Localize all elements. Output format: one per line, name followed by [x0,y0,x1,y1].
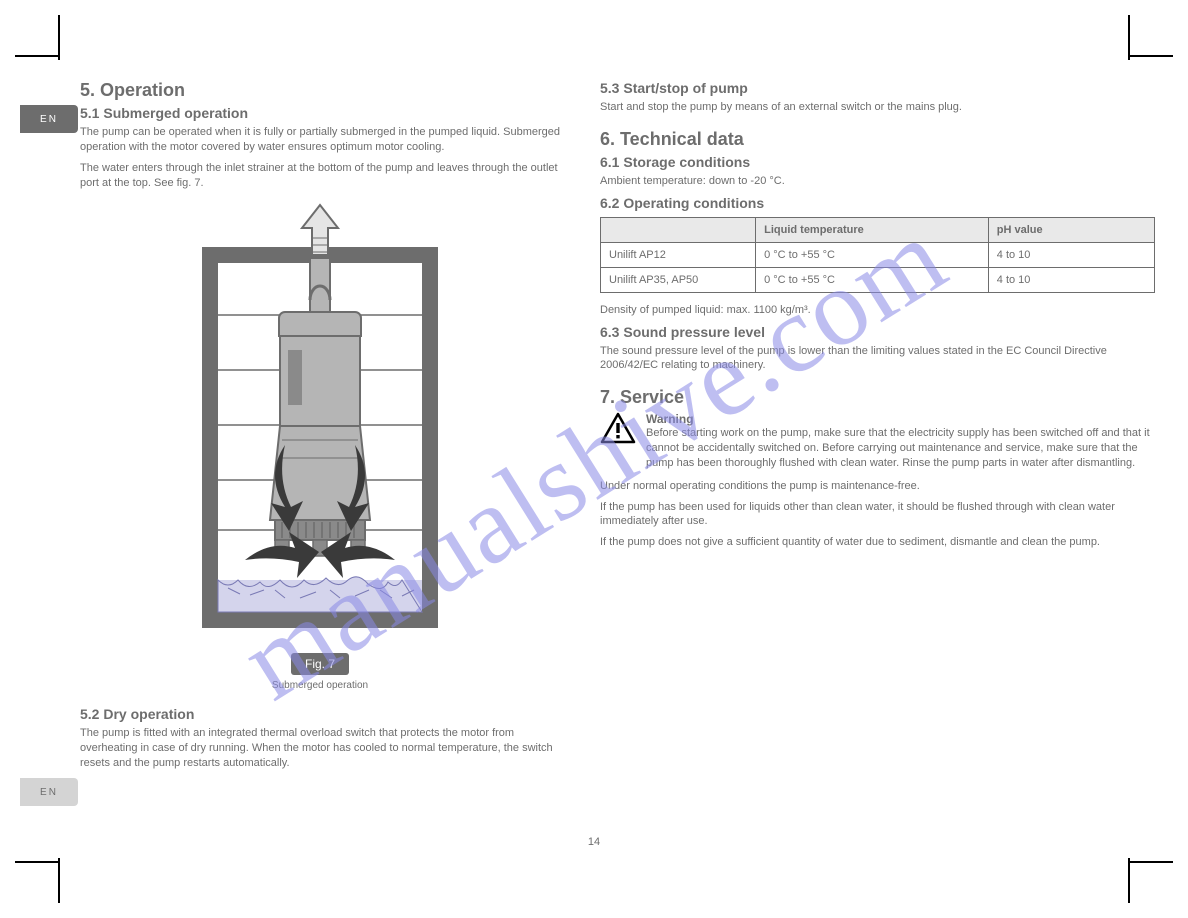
crop-mark [1128,858,1130,903]
heading-operation: 5. Operation [80,80,560,101]
heading-techdata: 6. Technical data [600,129,1155,150]
heading-startstop: 5.3 Start/stop of pump [600,80,1155,96]
crop-mark [58,858,60,903]
crop-mark [15,861,60,863]
warning-block: Warning Before starting work on the pump… [600,412,1155,471]
th-liquid-temp: Liquid temperature [756,217,989,242]
cell-ph: 4 to 10 [988,242,1154,267]
crop-mark [15,55,60,57]
warning-title: Warning [646,412,1155,426]
heading-submerged: 5.1 Submerged operation [80,105,560,121]
th-ph: pH value [988,217,1154,242]
figure-submerged: Fig. 7 Submerged operation [80,200,560,692]
text-submerged-1: The pump can be operated when it is full… [80,125,560,155]
crop-mark [1128,861,1173,863]
text-startstop: Start and stop the pump by means of an e… [600,100,1155,115]
text-service-3: If the pump does not give a sufficient q… [600,535,1155,550]
heading-dry: 5.2 Dry operation [80,706,560,722]
th-blank [601,217,756,242]
crop-mark [1128,55,1173,57]
operating-conditions-table: Liquid temperature pH value Unilift AP12… [600,217,1155,293]
text-service-2: If the pump has been used for liquids ot… [600,500,1155,530]
crop-mark [58,15,60,60]
heading-service: 7. Service [600,387,1155,408]
cell-ph: 4 to 10 [988,267,1154,292]
cell-model: Unilift AP35, AP50 [601,267,756,292]
text-submerged-2: The water enters through the inlet strai… [80,161,560,191]
figure-caption: Submerged operation [80,679,560,692]
page-number: 14 [588,836,600,848]
table-row: Unilift AP12 0 °C to +55 °C 4 to 10 [601,242,1155,267]
heading-sound: 6.3 Sound pressure level [600,324,1155,340]
text-storage: Ambient temperature: down to -20 °C. [600,174,1155,189]
cell-model: Unilift AP12 [601,242,756,267]
heading-opcond: 6.2 Operating conditions [600,195,1155,211]
cell-temp: 0 °C to +55 °C [756,267,989,292]
language-tab-light: EN [20,778,78,806]
text-service-1: Under normal operating conditions the pu… [600,479,1155,494]
figure-label: Fig. 7 [291,653,349,675]
pump-diagram [180,200,460,640]
text-sound: The sound pressure level of the pump is … [600,344,1155,374]
right-column: 5.3 Start/stop of pump Start and stop th… [600,80,1155,556]
heading-storage: 6.1 Storage conditions [600,154,1155,170]
cell-temp: 0 °C to +55 °C [756,242,989,267]
table-row: Unilift AP35, AP50 0 °C to +55 °C 4 to 1… [601,267,1155,292]
text-density: Density of pumped liquid: max. 1100 kg/m… [600,303,1155,318]
left-column: 5. Operation 5.1 Submerged operation The… [80,80,560,777]
crop-mark [1128,15,1130,60]
text-dry: The pump is fitted with an integrated th… [80,726,560,771]
warning-body: Before starting work on the pump, make s… [646,426,1155,471]
warning-icon [600,412,636,449]
language-tab-dark: EN [20,105,78,133]
